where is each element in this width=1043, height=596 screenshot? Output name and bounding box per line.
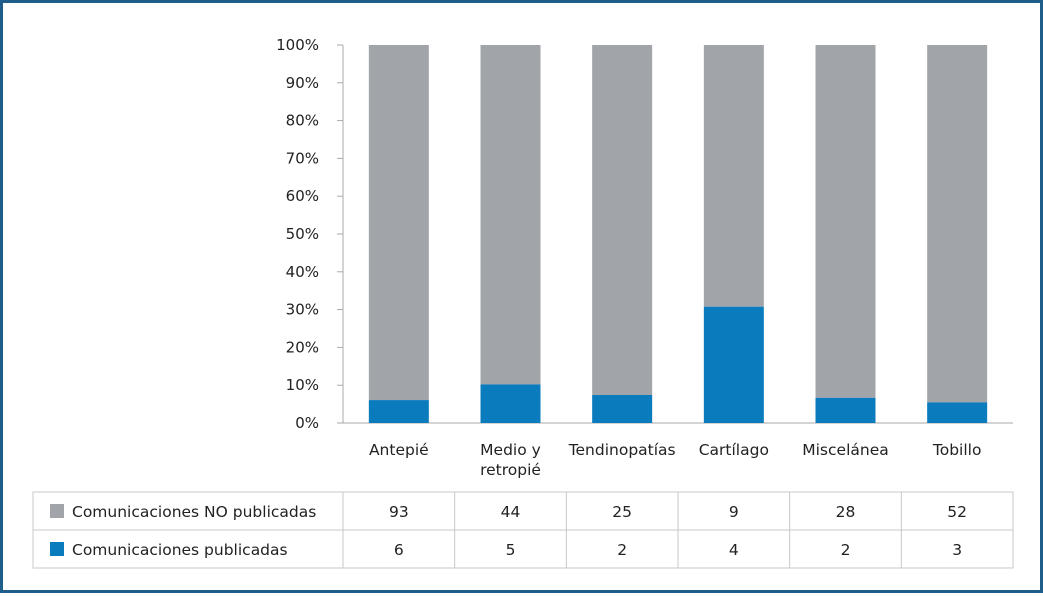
table-cell-value: 9 <box>729 503 739 521</box>
table-cell-value: 6 <box>394 541 404 559</box>
bar-segment-publicadas <box>368 400 429 423</box>
category-label: Antepié <box>369 441 429 459</box>
table-cell-value: 2 <box>617 541 627 559</box>
table-cell-value: 28 <box>836 503 856 521</box>
y-tick-label: 90% <box>286 74 319 92</box>
y-tick-label: 50% <box>286 225 319 243</box>
legend-swatch <box>50 542 64 556</box>
stacked-bar-chart: 0% 10% 20% 30% 40% 50% 60% 70% 80% 90% 100% Antepi… <box>32 36 1014 569</box>
y-tick-label: 80% <box>286 112 319 130</box>
bar-segment-no-publicadas <box>592 45 653 395</box>
y-axis: 0% 10% 20% 30% 40% 50% 60% 70% 80% 90% 100% <box>276 36 1013 432</box>
category-label: Miscelánea <box>802 441 888 459</box>
category-label: retropié <box>480 461 541 479</box>
table-cell-value: 3 <box>952 541 962 559</box>
table-cell-value: 4 <box>729 541 739 559</box>
bar-segment-no-publicadas <box>703 45 764 307</box>
y-tick-label: 20% <box>286 338 319 356</box>
category-label: Cartílago <box>699 441 769 459</box>
bar-segment-publicadas <box>480 384 541 423</box>
bar-segment-publicadas <box>592 395 653 423</box>
table-cell-value: 93 <box>389 503 409 521</box>
y-tick-label: 10% <box>286 376 319 394</box>
y-tick-label: 40% <box>286 263 319 281</box>
table-cell-value: 2 <box>841 541 851 559</box>
bar-segment-publicadas <box>703 306 764 423</box>
table-cell-value: 44 <box>501 503 521 521</box>
bar-segment-publicadas <box>927 402 988 423</box>
category-labels: Antepié Medio y retropié Tendinopatías Cartí… <box>369 441 981 479</box>
bar-segment-no-publicadas <box>927 45 988 403</box>
bar-segment-no-publicadas <box>480 45 541 385</box>
category-label: Medio y <box>480 441 541 459</box>
bar-segment-no-publicadas <box>815 45 876 398</box>
table-row-label: Comunicaciones NO publicadas <box>72 503 316 521</box>
y-tick-label: 100% <box>276 36 319 54</box>
bar-segment-publicadas <box>815 397 876 423</box>
table-row-label: Comunicaciones publicadas <box>72 541 288 559</box>
table-cell-value: 25 <box>612 503 632 521</box>
category-label: Tendinopatías <box>568 441 676 459</box>
data-table: Comunicaciones NO publicadas 93 44 25 9 28 52C… <box>32 491 1014 569</box>
category-label: Tobillo <box>932 441 982 459</box>
bar-segment-no-publicadas <box>368 45 429 401</box>
y-tick-label: 30% <box>286 301 319 319</box>
table-cell-value: 5 <box>506 541 516 559</box>
y-tick-label: 0% <box>295 414 319 432</box>
bars <box>368 45 988 423</box>
y-tick-label: 70% <box>286 149 319 167</box>
y-tick-label: 60% <box>286 187 319 205</box>
table-cell-value: 52 <box>947 503 967 521</box>
legend-swatch <box>50 504 64 518</box>
